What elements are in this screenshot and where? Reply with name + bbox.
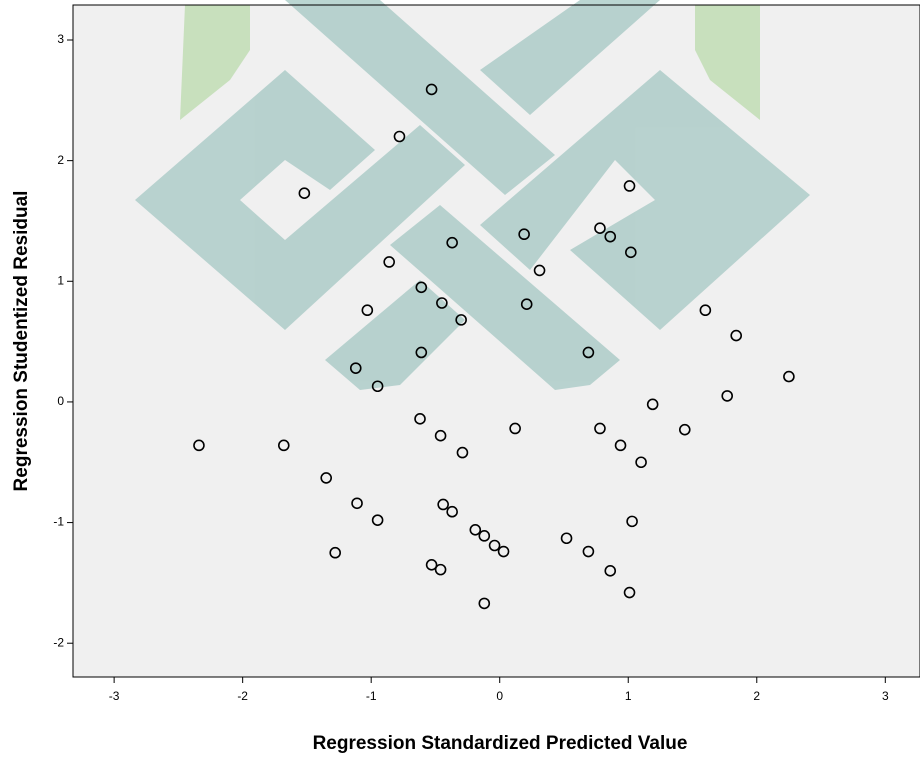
y-tick-label: 2 <box>57 153 64 167</box>
x-tick-label: -3 <box>109 689 120 703</box>
x-tick-label: 1 <box>625 689 632 703</box>
x-tick-label: -1 <box>366 689 377 703</box>
x-axis-title: Regression Standardized Predicted Value <box>313 733 688 754</box>
y-tick-label: 0 <box>57 394 64 408</box>
y-axis-title: Regression Studentized Residual <box>11 191 32 492</box>
y-tick-label: 3 <box>57 32 64 46</box>
page: Regression Standardized Predicted Value … <box>0 0 920 758</box>
y-tick-label: 1 <box>57 273 64 287</box>
y-tick-label: -1 <box>53 515 64 529</box>
y-tick-label: -2 <box>53 635 64 649</box>
x-tick-label: -2 <box>237 689 248 703</box>
x-tick-label: 2 <box>753 689 760 703</box>
x-tick-label: 0 <box>496 689 503 703</box>
x-tick-label: 3 <box>882 689 889 703</box>
chart: Regression Standardized Predicted Value … <box>0 0 920 758</box>
